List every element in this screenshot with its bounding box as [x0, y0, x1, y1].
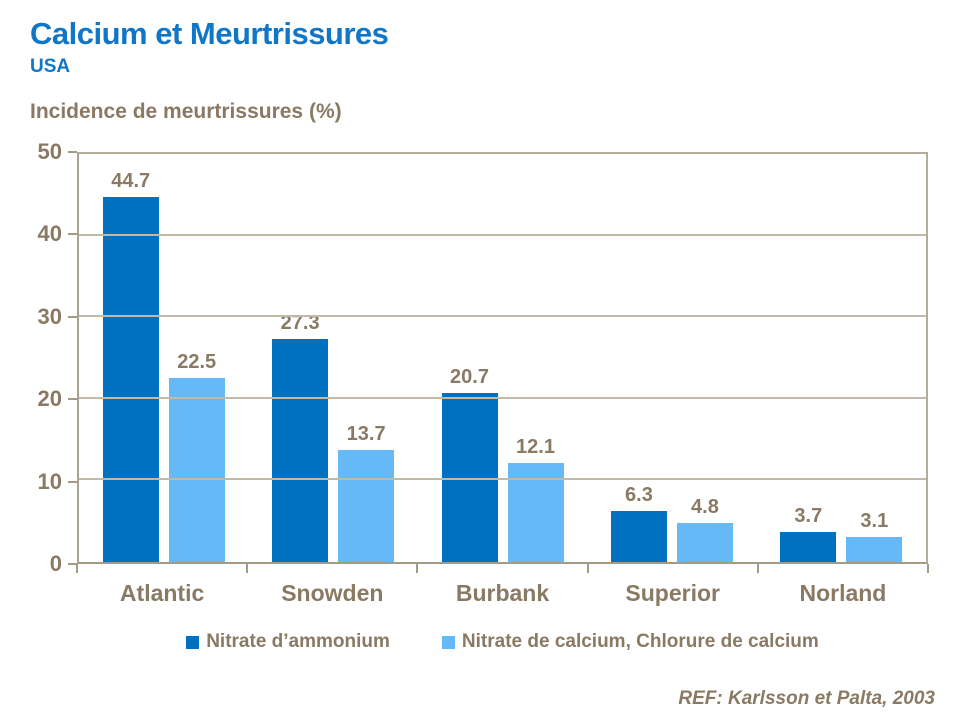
bar-atlantic: [102, 197, 159, 562]
gridline: [79, 233, 926, 236]
bar-value-label: 13.7: [346, 423, 386, 446]
bar-atlantic: [168, 378, 225, 562]
bar-group-burbank: 20.7 12.1: [418, 154, 587, 562]
y-tick-mark: [68, 398, 77, 401]
bar-wrap: 20.7: [441, 154, 498, 562]
bar-wrap: 3.1: [846, 154, 903, 562]
bar-norland: [846, 536, 903, 562]
legend-item: Nitrate d’ammonium: [186, 631, 390, 653]
bar-value-label: 4.8: [691, 495, 719, 518]
bar-burbank: [441, 393, 498, 562]
page-subtitle: USA: [30, 56, 71, 77]
bar-wrap: 4.8: [676, 154, 733, 562]
bar-group-superior: 6.3 4.8: [587, 154, 756, 562]
x-axis-label-superior: Superior: [625, 580, 720, 606]
x-tick-mark: [76, 564, 78, 573]
y-tick-label: 50: [37, 139, 62, 164]
y-tick-label: 20: [37, 386, 62, 412]
bar-wrap: 44.7: [102, 154, 159, 562]
bar-group-snowden: 27.3 13.7: [248, 154, 417, 562]
x-tick-mark: [416, 564, 419, 573]
x-axis-label-burbank: Burbank: [455, 580, 550, 606]
bar-superior: [676, 522, 733, 562]
y-tick-mark: [68, 315, 77, 318]
bar-value-label: 6.3: [625, 483, 653, 506]
plot-area: 44.7 22.5 27.3 13.7 20.7 12.1 6.3 4.8 3.7 3.1: [77, 152, 928, 564]
bar-group-atlantic: 44.7 22.5: [79, 154, 248, 562]
legend-item: Nitrate de calcium, Chlorure de calcium: [441, 631, 819, 653]
legend-label: Nitrate de calcium, Chlorure de calcium: [461, 631, 819, 652]
x-axis-label-snowden: Snowden: [281, 580, 384, 606]
legend-swatch-icon: [186, 635, 200, 649]
bar-wrap: 27.3: [272, 154, 329, 562]
y-axis-title: Incidence de meurtrissures (%): [30, 100, 342, 123]
y-tick-label: 40: [37, 221, 62, 247]
y-tick-label: 0: [49, 551, 62, 576]
bar-groups: 44.7 22.5 27.3 13.7 20.7 12.1 6.3 4.8 3.7 3.1: [79, 154, 926, 562]
page-title: Calcium et Meurtrissures: [30, 16, 389, 51]
y-axis-labels: 0 10 20 30 40 50: [18, 139, 62, 576]
gridline: [79, 478, 926, 481]
bar-group-norland: 3.7 3.1: [757, 154, 926, 562]
bar-value-label: 44.7: [111, 170, 151, 193]
gridline: [79, 396, 926, 399]
x-tick-mark: [927, 564, 929, 573]
bar-wrap: 12.1: [507, 154, 564, 562]
bar-superior: [610, 510, 667, 562]
bar-wrap: 6.3: [610, 154, 667, 562]
bar-value-label: 3.7: [794, 504, 823, 527]
y-tick-label: 30: [37, 303, 62, 329]
bar-value-label: 27.3: [280, 312, 320, 335]
gridline: [79, 315, 926, 318]
y-tick-mark: [68, 563, 77, 565]
y-tick-mark: [68, 151, 77, 153]
legend-swatch-icon: [441, 635, 455, 649]
y-tick-mark: [68, 480, 77, 483]
bar-value-label: 12.1: [516, 436, 555, 459]
x-tick-mark: [586, 564, 589, 573]
reference-text: REF: Karlsson et Palta, 2003: [678, 688, 935, 709]
legend-label: Nitrate d’ammonium: [206, 631, 390, 652]
bar-wrap: 22.5: [168, 154, 225, 562]
bar-wrap: 3.7: [780, 154, 837, 562]
bar-snowden: [338, 450, 395, 562]
y-tick-label: 10: [37, 468, 62, 494]
x-axis-label-norland: Norland: [799, 580, 887, 606]
bar-value-label: 22.5: [177, 351, 217, 374]
bar-wrap: 13.7: [338, 154, 395, 562]
x-axis-labels: Atlantic Snowden Burbank Superior Norland: [77, 580, 928, 607]
bar-norland: [780, 531, 837, 562]
y-tick-mark: [68, 233, 77, 236]
bar-snowden: [272, 339, 329, 562]
x-axis-label-atlantic: Atlantic: [119, 580, 205, 606]
legend: Nitrate d’ammonium Nitrate de calcium, Ch…: [77, 631, 928, 653]
x-tick-mark: [756, 564, 759, 573]
bar-value-label: 20.7: [450, 366, 489, 389]
x-tick-mark: [246, 564, 249, 573]
bar-value-label: 3.1: [860, 509, 889, 532]
